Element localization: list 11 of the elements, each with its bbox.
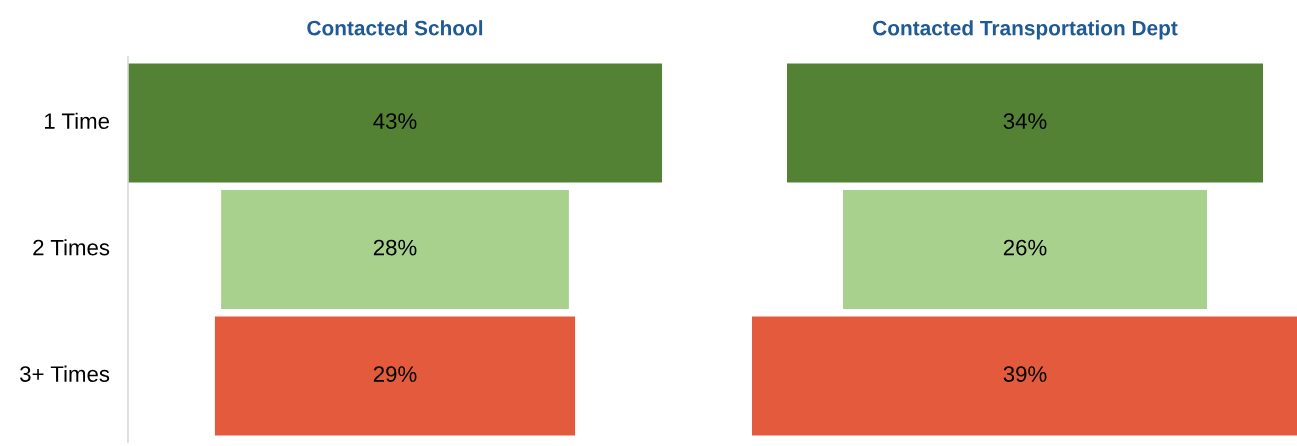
data-label: 43%: [373, 113, 417, 129]
text: Contacted School: [307, 20, 483, 36]
data-label: 29%: [373, 366, 417, 382]
data-label: 39%: [1003, 366, 1047, 382]
category-label: 3+ Times: [20, 365, 110, 382]
text: Contacted Transportation Dept: [873, 20, 1178, 40]
category-label: 1 Time: [44, 112, 109, 129]
category-label: 2 Times: [33, 239, 110, 256]
data-label: 28%: [373, 239, 417, 256]
data-label: 34%: [1003, 113, 1047, 129]
data-label: 26%: [1003, 239, 1047, 256]
